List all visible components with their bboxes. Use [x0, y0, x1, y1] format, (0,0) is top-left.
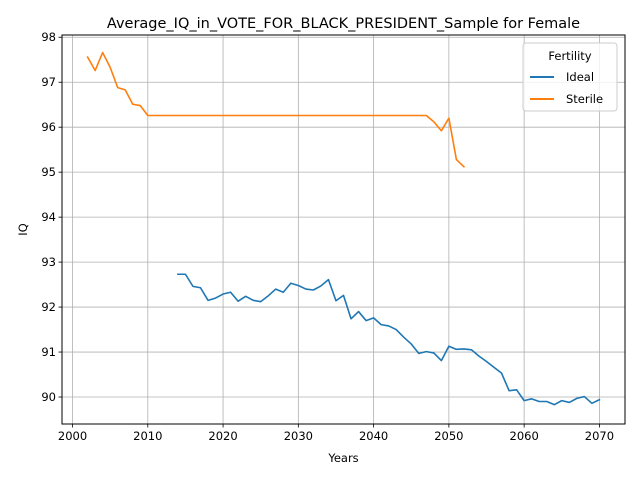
series-line-sterile [88, 53, 464, 167]
y-tick-label: 94 [41, 210, 56, 224]
x-axis-ticks: 2000 2010 2020 2030 2040 2050 2060 2070 [58, 424, 614, 443]
y-axis-label: IQ [16, 223, 30, 235]
x-tick-label: 2050 [434, 429, 463, 443]
x-tick-label: 2020 [208, 429, 237, 443]
y-tick-label: 97 [41, 75, 56, 89]
x-tick-label: 2040 [359, 429, 388, 443]
x-tick-label: 2070 [585, 429, 614, 443]
y-tick-label: 96 [41, 120, 56, 134]
legend-label-sterile: Sterile [566, 92, 603, 106]
y-axis-ticks: 90 91 92 93 94 95 96 97 98 [41, 30, 62, 404]
y-tick-label: 93 [41, 255, 56, 269]
x-tick-label: 2010 [133, 429, 162, 443]
y-tick-label: 90 [41, 390, 56, 404]
chart-title: Average_IQ_in_VOTE_FOR_BLACK_PRESIDENT_S… [107, 16, 580, 32]
y-tick-label: 92 [41, 300, 56, 314]
legend-label-ideal: Ideal [566, 70, 594, 84]
x-tick-label: 2030 [284, 429, 313, 443]
x-tick-label: 2000 [58, 429, 87, 443]
legend-title: Fertility [548, 49, 591, 63]
x-axis-label: Years [327, 451, 358, 465]
x-tick-label: 2060 [510, 429, 539, 443]
legend: Fertility Ideal Sterile [523, 43, 617, 111]
y-tick-label: 98 [41, 30, 56, 44]
y-tick-label: 91 [41, 345, 56, 359]
series-line-ideal [178, 274, 599, 404]
y-tick-label: 95 [41, 165, 56, 179]
